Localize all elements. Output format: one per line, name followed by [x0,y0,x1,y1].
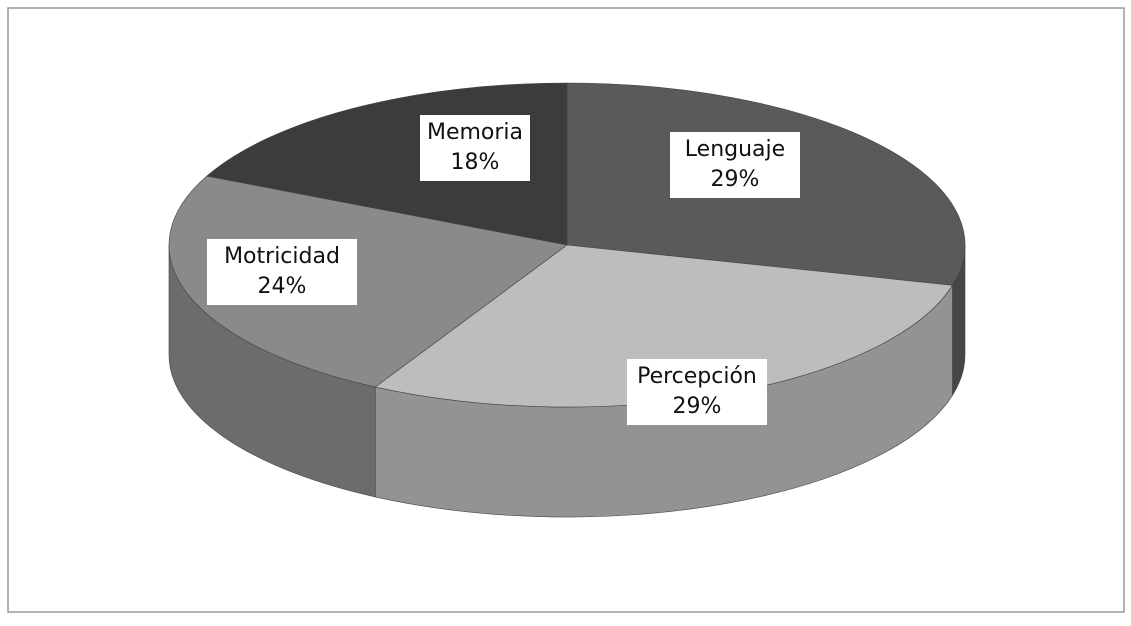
label-value: 18% [451,150,500,175]
label-category: Lenguaje [685,137,785,162]
label-box [670,132,800,198]
data-label: Memoria 18% [420,115,530,181]
label-value: 29% [711,167,760,192]
label-box [420,115,530,181]
label-value: 24% [258,274,307,299]
data-label: Motricidad 24% [207,239,357,305]
label-category: Motricidad [224,244,340,269]
label-box [627,359,767,425]
data-label: Lenguaje 29% [670,132,800,198]
label-category: Percepción [637,364,757,389]
data-label: Percepción 29% [627,359,767,425]
label-value: 29% [673,394,722,419]
label-category: Memoria [427,120,523,145]
pie-slice [168,175,568,388]
label-box [207,239,357,305]
